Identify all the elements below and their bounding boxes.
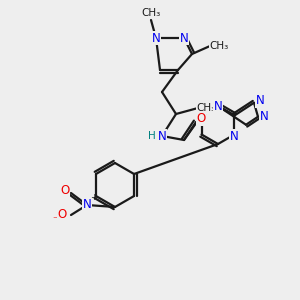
Text: N: N (260, 110, 268, 123)
Text: N: N (180, 32, 188, 44)
Text: N: N (158, 130, 166, 142)
Text: N: N (214, 100, 222, 112)
Text: CH₃: CH₃ (196, 103, 216, 113)
Text: O: O (57, 208, 67, 221)
Text: N: N (152, 32, 160, 44)
Text: O: O (196, 112, 206, 125)
Text: N: N (230, 130, 239, 143)
Text: +: + (90, 193, 98, 202)
Text: ⁻: ⁻ (52, 215, 58, 225)
Text: CH₃: CH₃ (141, 8, 160, 18)
Text: CH₃: CH₃ (209, 41, 229, 51)
Text: O: O (60, 184, 70, 196)
Text: N: N (256, 94, 264, 107)
Text: N: N (82, 199, 91, 212)
Text: H: H (148, 131, 156, 141)
